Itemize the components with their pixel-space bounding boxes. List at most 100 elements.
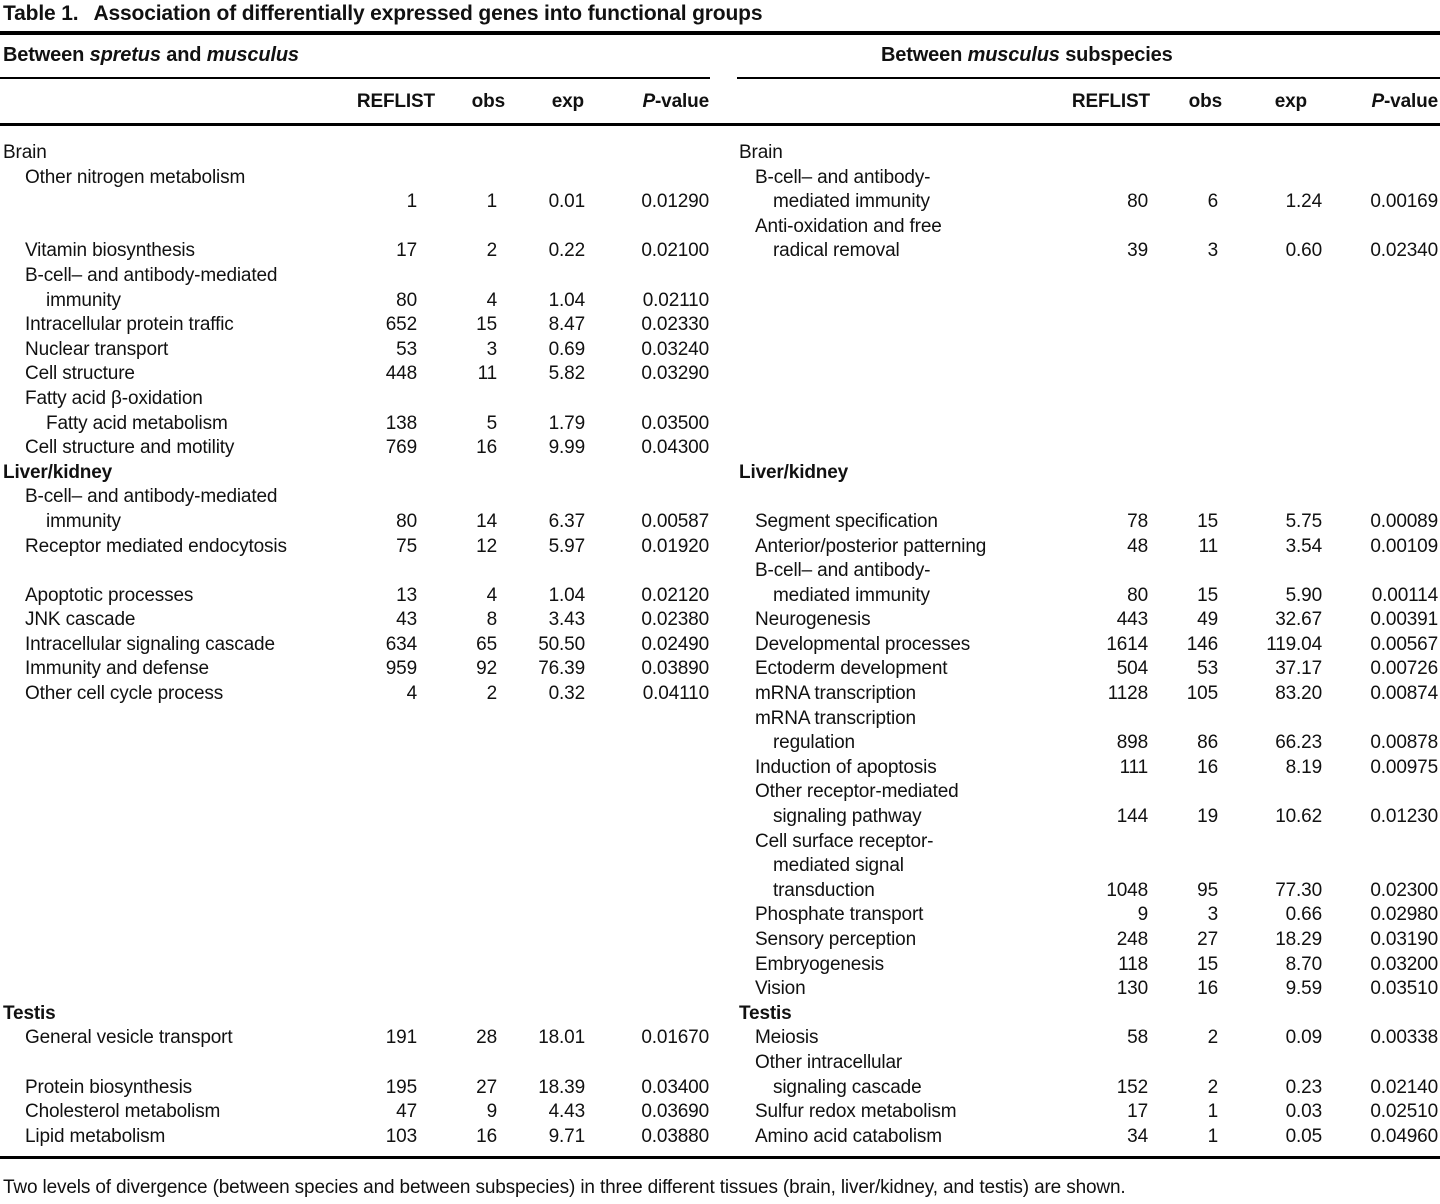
cell-reflist bbox=[1036, 166, 1148, 191]
cell-exp: 3.43 bbox=[548, 609, 586, 631]
row-label: Liver/kidney bbox=[739, 461, 849, 483]
cell-pvalue bbox=[585, 756, 709, 781]
cell-reflist: 191 bbox=[385, 1027, 417, 1049]
cell-reflist: 152 bbox=[1116, 1076, 1148, 1098]
cell-obs bbox=[417, 879, 497, 904]
cell-reflist bbox=[300, 1051, 417, 1076]
cell-pvalue bbox=[585, 387, 709, 412]
row-label bbox=[739, 485, 1036, 510]
cell-exp bbox=[497, 461, 585, 486]
row-label bbox=[739, 412, 1036, 437]
cell-pvalue: 0.00391 bbox=[1370, 609, 1438, 631]
row-label: mediated signal bbox=[773, 855, 904, 877]
table-title-label: Table 1. bbox=[3, 2, 79, 25]
row-label: Embryogenesis bbox=[755, 953, 884, 975]
cell-obs: 4 bbox=[486, 584, 498, 606]
cell-pvalue bbox=[585, 731, 709, 756]
cell-exp: 50.50 bbox=[538, 633, 585, 655]
cell-exp bbox=[497, 756, 585, 781]
cell-reflist bbox=[1036, 387, 1148, 412]
cell-pvalue: 0.00874 bbox=[1370, 683, 1438, 705]
cell-obs bbox=[417, 559, 497, 584]
cell-pvalue: 0.03690 bbox=[641, 1101, 709, 1123]
column-header-obs-right: obs bbox=[1188, 91, 1222, 112]
cell-reflist: 144 bbox=[1116, 806, 1148, 828]
cell-pvalue: 0.01290 bbox=[641, 191, 709, 213]
cell-pvalue bbox=[585, 977, 709, 1002]
cell-obs bbox=[1148, 313, 1218, 338]
header-segment: P bbox=[642, 91, 655, 112]
cell-obs: 19 bbox=[1197, 806, 1218, 828]
cell-pvalue bbox=[585, 141, 709, 166]
cell-pvalue bbox=[585, 461, 709, 486]
cell-obs: 6 bbox=[1207, 191, 1219, 213]
group-header-right: Between musculus subspecies bbox=[881, 44, 1173, 67]
cell-reflist bbox=[300, 879, 417, 904]
row-label bbox=[739, 362, 1036, 387]
row-label bbox=[3, 903, 300, 928]
cell-exp: 4.43 bbox=[548, 1101, 586, 1123]
cell-pvalue: 0.03200 bbox=[1370, 953, 1438, 975]
cell-obs: 27 bbox=[1197, 929, 1218, 950]
row-label: regulation bbox=[773, 732, 855, 754]
header-segment: musculus bbox=[967, 44, 1060, 66]
cell-exp: 8.19 bbox=[1285, 756, 1323, 778]
cell-obs bbox=[417, 977, 497, 1002]
cell-exp: 0.01 bbox=[548, 191, 586, 213]
cell-obs bbox=[1148, 362, 1218, 387]
cell-reflist bbox=[300, 928, 417, 953]
cell-reflist bbox=[1036, 830, 1148, 855]
cell-exp: 8.70 bbox=[1285, 953, 1323, 975]
cell-pvalue: 0.02110 bbox=[642, 289, 709, 311]
cell-obs bbox=[417, 166, 497, 191]
cell-obs bbox=[1148, 215, 1218, 240]
row-label bbox=[3, 559, 300, 584]
cell-reflist: 80 bbox=[1127, 584, 1148, 606]
cell-pvalue: 0.00089 bbox=[1370, 510, 1438, 532]
cell-reflist: 130 bbox=[1116, 978, 1148, 1000]
group-header-rule-left bbox=[0, 77, 710, 79]
cell-reflist: 1 bbox=[406, 191, 418, 213]
cell-pvalue: 0.02120 bbox=[641, 584, 709, 606]
cell-pvalue bbox=[585, 215, 709, 240]
row-label: Fatty acid metabolism bbox=[46, 412, 228, 434]
header-segment: P bbox=[1371, 91, 1384, 112]
cell-reflist: 1128 bbox=[1107, 683, 1148, 705]
cell-reflist bbox=[300, 215, 417, 240]
cell-exp: 9.71 bbox=[548, 1125, 586, 1147]
cell-reflist bbox=[1036, 485, 1148, 510]
cell-reflist bbox=[1036, 338, 1148, 363]
cell-pvalue bbox=[1322, 264, 1438, 289]
cell-reflist: 443 bbox=[1116, 609, 1148, 631]
table-title: Table 1. Association of differentially ex… bbox=[3, 2, 763, 26]
row-label bbox=[3, 1051, 300, 1076]
row-label bbox=[3, 707, 300, 732]
cell-obs: 11 bbox=[477, 363, 498, 385]
cell-exp bbox=[1218, 461, 1322, 486]
cell-pvalue bbox=[585, 953, 709, 978]
cell-obs: 8 bbox=[486, 609, 498, 631]
cell-pvalue: 0.03880 bbox=[641, 1125, 709, 1147]
cell-reflist: 634 bbox=[385, 633, 417, 655]
cell-obs bbox=[1148, 264, 1218, 289]
cell-reflist bbox=[1036, 559, 1148, 584]
cell-pvalue: 0.04110 bbox=[642, 683, 709, 705]
cell-obs bbox=[417, 903, 497, 928]
row-label: radical removal bbox=[773, 240, 900, 262]
row-label: JNK cascade bbox=[25, 609, 136, 631]
cell-pvalue bbox=[585, 854, 709, 879]
cell-obs: 2 bbox=[486, 683, 498, 705]
cell-exp: 9.59 bbox=[1285, 978, 1323, 1000]
cell-exp bbox=[1218, 215, 1322, 240]
cell-reflist bbox=[300, 953, 417, 978]
row-label bbox=[739, 436, 1036, 461]
header-segment: Between bbox=[3, 44, 90, 66]
cell-exp bbox=[1218, 141, 1322, 166]
row-label: Developmental processes bbox=[755, 633, 971, 655]
row-label bbox=[3, 215, 300, 240]
cell-reflist: 34 bbox=[1127, 1125, 1148, 1147]
cell-obs: 3 bbox=[1207, 240, 1219, 262]
cell-reflist: 17 bbox=[396, 240, 417, 262]
header-segment: and bbox=[160, 44, 207, 66]
cell-obs: 14 bbox=[476, 510, 497, 532]
